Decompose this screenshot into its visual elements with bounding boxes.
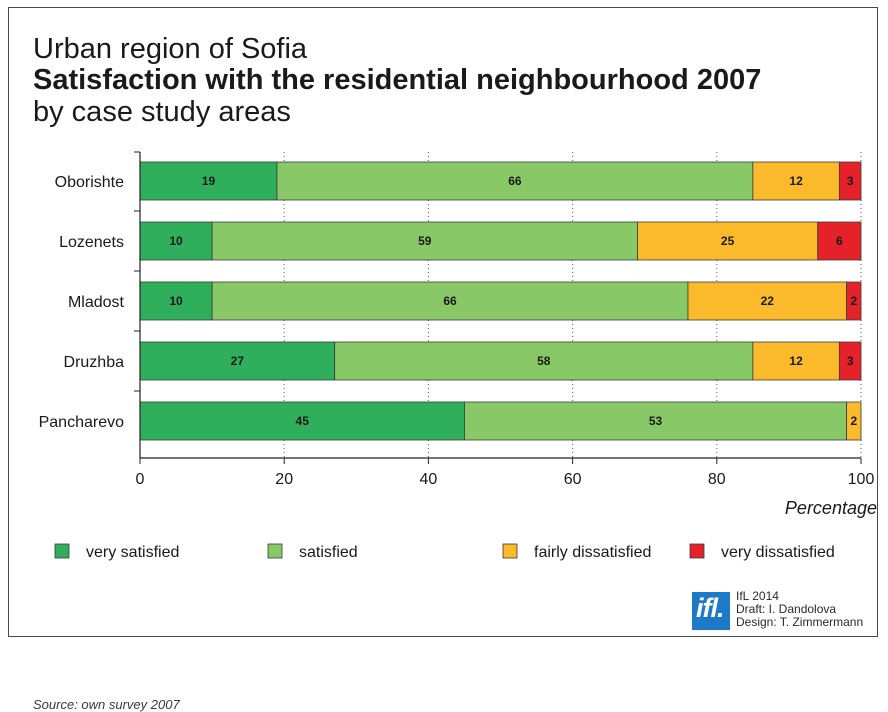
- data-label: 12: [789, 354, 803, 368]
- bar-segment: [838, 161, 862, 201]
- bars: 19 66 12 310 59 25 610 66 22 227 58 12 345 53 2: [139, 161, 862, 441]
- bar-segment: [752, 161, 840, 201]
- bar-segment: [817, 221, 862, 261]
- legend-swatch: [689, 543, 705, 559]
- ifl-logo: ifl.: [692, 592, 730, 630]
- chart-subtitle: by case study areas: [33, 96, 291, 128]
- data-label: 27: [231, 354, 245, 368]
- data-label: 45: [296, 414, 310, 428]
- x-tick-label: 60: [564, 471, 582, 488]
- bar-segment: [637, 221, 819, 261]
- bar-segment: [846, 401, 862, 441]
- credit-line: Design: T. Zimmermann: [736, 615, 864, 629]
- x-tick-label: 0: [136, 471, 145, 488]
- x-axis-label: Percentage: [785, 498, 877, 518]
- data-label: 58: [537, 354, 551, 368]
- legend-label: fairly dissatisfied: [534, 544, 651, 561]
- bar-segment: [687, 281, 847, 321]
- credit-line: Draft: I. Dandolova: [736, 602, 837, 616]
- bar-segment: [334, 341, 754, 381]
- data-label: 3: [847, 354, 854, 368]
- x-tick-label: 20: [275, 471, 293, 488]
- ifl-logo-text: ifl.: [696, 593, 724, 623]
- figure-frame: [8, 7, 878, 637]
- bar-segment: [464, 401, 847, 441]
- category-label: Pancharevo: [39, 414, 124, 431]
- x-axis: 0 20 40 60 80 100 Percentage: [134, 151, 877, 518]
- legend-swatch: [502, 543, 518, 559]
- legend-label: satisfied: [299, 544, 358, 561]
- category-label: Druzhba: [64, 354, 125, 371]
- data-label: 10: [169, 234, 183, 248]
- bar-segment: [139, 281, 213, 321]
- data-label: 3: [847, 174, 854, 188]
- chart-svg: 19 66 12 310 59 25 610 66 22 227 58 12 345 53 2 0 20 40 6…: [39, 151, 877, 561]
- bar-segment: [139, 221, 213, 261]
- bar-segment: [139, 341, 336, 381]
- legend-label: very satisfied: [86, 544, 179, 561]
- chart-title-region: Urban region of Sofia: [33, 33, 308, 65]
- data-label: 12: [789, 174, 803, 188]
- data-label: 66: [508, 174, 522, 188]
- legend-swatch: [54, 543, 70, 559]
- bar-segment: [838, 341, 862, 381]
- x-tick-label: 80: [708, 471, 726, 488]
- x-tick-label: 40: [420, 471, 438, 488]
- data-label: 19: [202, 174, 216, 188]
- x-tick-label: 100: [848, 471, 875, 488]
- data-label: 53: [649, 414, 663, 428]
- credits: IfL 2014 Draft: I. Dandolova Design: T. …: [736, 590, 863, 629]
- source-note: Source: own survey 2007: [33, 697, 180, 712]
- data-label: 59: [418, 234, 432, 248]
- bar-segment: [846, 281, 862, 321]
- data-label: 6: [836, 234, 843, 248]
- credit-line: IfL 2014: [736, 589, 779, 603]
- category-labels: Oborishte Lozenets Mladost Druzhba Pancharev…: [39, 174, 125, 431]
- legend: very satisfied satisfied fairly dissatisfi…: [54, 543, 835, 561]
- legend-swatch: [267, 543, 283, 559]
- data-label: 25: [721, 234, 735, 248]
- chart-title-main: Satisfaction with the residential neighb…: [33, 64, 762, 96]
- data-label: 66: [443, 294, 457, 308]
- category-label: Lozenets: [59, 234, 124, 251]
- legend-label: very dissatisfied: [721, 544, 835, 561]
- category-label: Mladost: [68, 294, 125, 311]
- data-label: 22: [761, 294, 775, 308]
- category-label: Oborishte: [55, 174, 124, 191]
- data-label: 10: [169, 294, 183, 308]
- data-label: 2: [850, 414, 857, 428]
- bar-segment: [752, 341, 840, 381]
- data-label: 2: [850, 294, 857, 308]
